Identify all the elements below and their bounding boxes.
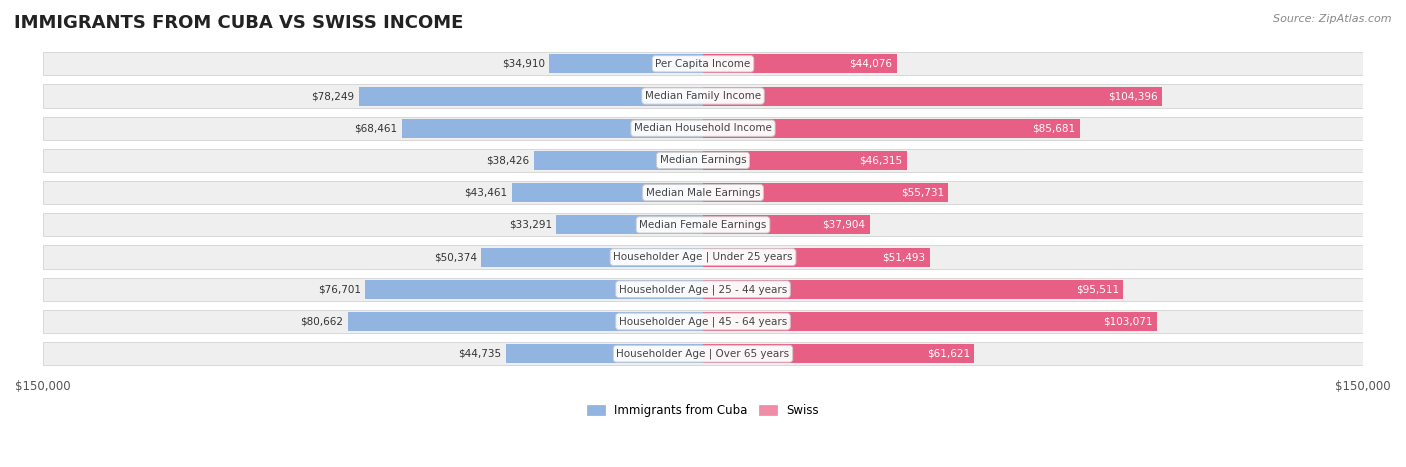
Bar	[512, 183, 703, 202]
Text: $51,493: $51,493	[882, 252, 925, 262]
Bar	[42, 85, 1364, 107]
Bar	[366, 280, 703, 299]
Bar	[703, 215, 870, 234]
Bar	[481, 248, 703, 267]
Bar	[42, 149, 1364, 172]
Bar	[703, 151, 907, 170]
Bar	[42, 310, 1364, 333]
Bar	[703, 183, 948, 202]
Text: IMMIGRANTS FROM CUBA VS SWISS INCOME: IMMIGRANTS FROM CUBA VS SWISS INCOME	[14, 14, 464, 32]
Text: $104,396: $104,396	[1108, 91, 1159, 101]
Bar	[703, 119, 1080, 138]
Text: $95,511: $95,511	[1076, 284, 1119, 294]
Text: $78,249: $78,249	[311, 91, 354, 101]
Text: $44,735: $44,735	[458, 349, 502, 359]
Text: $46,315: $46,315	[859, 156, 903, 165]
Bar	[557, 215, 703, 234]
Bar	[42, 181, 1364, 204]
Text: Per Capita Income: Per Capita Income	[655, 59, 751, 69]
Bar	[42, 213, 1364, 236]
Text: $34,910: $34,910	[502, 59, 546, 69]
Text: $68,461: $68,461	[354, 123, 398, 133]
Bar	[703, 344, 974, 363]
Text: Median Female Earnings: Median Female Earnings	[640, 220, 766, 230]
Bar	[349, 312, 703, 331]
Bar	[703, 54, 897, 73]
Bar	[703, 312, 1157, 331]
Text: Median Earnings: Median Earnings	[659, 156, 747, 165]
Text: Median Household Income: Median Household Income	[634, 123, 772, 133]
Bar	[42, 342, 1364, 365]
Text: Median Male Earnings: Median Male Earnings	[645, 188, 761, 198]
Text: $85,681: $85,681	[1032, 123, 1076, 133]
Legend: Immigrants from Cuba, Swiss: Immigrants from Cuba, Swiss	[582, 399, 824, 422]
Bar	[42, 278, 1364, 301]
Text: $76,701: $76,701	[318, 284, 361, 294]
Text: Source: ZipAtlas.com: Source: ZipAtlas.com	[1274, 14, 1392, 24]
Text: $37,904: $37,904	[823, 220, 866, 230]
Text: $44,076: $44,076	[849, 59, 893, 69]
Text: $43,461: $43,461	[464, 188, 508, 198]
Bar	[42, 52, 1364, 75]
Text: Householder Age | Over 65 years: Householder Age | Over 65 years	[616, 348, 790, 359]
Text: Householder Age | 25 - 44 years: Householder Age | 25 - 44 years	[619, 284, 787, 295]
Bar	[703, 86, 1163, 106]
Text: $38,426: $38,426	[486, 156, 530, 165]
Text: $80,662: $80,662	[301, 317, 343, 326]
Bar	[703, 280, 1123, 299]
Text: Householder Age | 45 - 64 years: Householder Age | 45 - 64 years	[619, 316, 787, 327]
Bar	[703, 248, 929, 267]
Text: Median Family Income: Median Family Income	[645, 91, 761, 101]
Text: Householder Age | Under 25 years: Householder Age | Under 25 years	[613, 252, 793, 262]
Text: $61,621: $61,621	[927, 349, 970, 359]
Bar	[42, 117, 1364, 140]
Text: $55,731: $55,731	[901, 188, 943, 198]
Bar	[534, 151, 703, 170]
Bar	[550, 54, 703, 73]
Bar	[42, 246, 1364, 269]
Text: $103,071: $103,071	[1102, 317, 1153, 326]
Text: $33,291: $33,291	[509, 220, 553, 230]
Bar	[359, 86, 703, 106]
Bar	[402, 119, 703, 138]
Text: $50,374: $50,374	[434, 252, 477, 262]
Bar	[506, 344, 703, 363]
